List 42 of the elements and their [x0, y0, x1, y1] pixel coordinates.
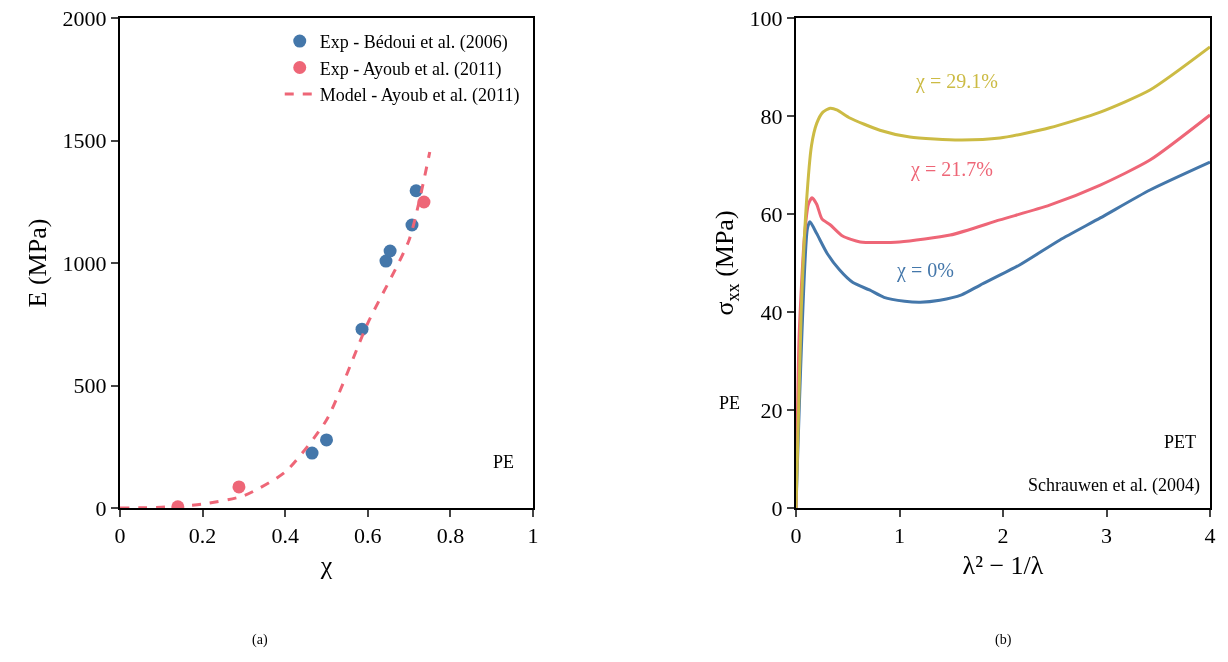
y-tick-label: 80 — [760, 103, 783, 129]
series-label: χ = 0% — [896, 259, 954, 282]
point — [383, 244, 397, 258]
point — [305, 446, 319, 460]
x-tick-label: 2 — [997, 523, 1009, 549]
x-axis-title: χ — [319, 550, 333, 580]
text: PE — [719, 393, 741, 413]
y-tick-label: 500 — [73, 373, 107, 399]
text: (b) — [995, 632, 1012, 648]
y-tick-label: 40 — [760, 299, 783, 325]
x-tick-label: 0.6 — [354, 523, 382, 549]
text: χ = 29.1% — [915, 70, 998, 93]
x-tick-label: 0 — [114, 523, 126, 549]
annotation: PE — [493, 452, 515, 472]
x-tick-label: 3 — [1101, 523, 1112, 549]
x-tick-label: 1 — [527, 523, 539, 549]
x-tick-label: 0.2 — [188, 523, 217, 549]
x-tick-label: 0.8 — [436, 523, 465, 549]
text: χ = 21.7% — [910, 158, 993, 181]
x-tick-label: 4 — [1204, 523, 1216, 549]
y-tick-label: 1000 — [62, 250, 107, 276]
y-tick-label: 100 — [749, 5, 783, 31]
legend-label: Exp - Bédoui et al. (2006) — [319, 32, 508, 54]
x-axis-title: λ² − 1/λ — [962, 550, 1044, 580]
line-series — [120, 150, 432, 508]
point — [320, 433, 333, 447]
legend-label: Exp - Ayoub et al. (2011) — [319, 58, 502, 80]
y-tick-label: 20 — [760, 397, 783, 423]
y-tick-label: 0 — [771, 495, 783, 521]
annotation: PET — [1164, 432, 1197, 452]
annotation: Schrauwen et al. (2004) — [1028, 475, 1200, 496]
y-tick-label: 2000 — [62, 5, 107, 31]
legend-label: Model - Ayoub et al. (2011) — [319, 84, 520, 106]
x-tick-label: 1 — [894, 523, 905, 549]
y-axis-title: E (MPa) — [23, 218, 53, 308]
point — [232, 480, 246, 494]
y-tick-label: 0 — [95, 495, 107, 521]
x-tick-label: 0.4 — [271, 523, 299, 549]
text: (a) — [252, 632, 268, 648]
x-tick-label: 0 — [790, 523, 802, 549]
y-tick-label: 1500 — [62, 128, 107, 154]
y-tick-label: 60 — [760, 201, 783, 227]
